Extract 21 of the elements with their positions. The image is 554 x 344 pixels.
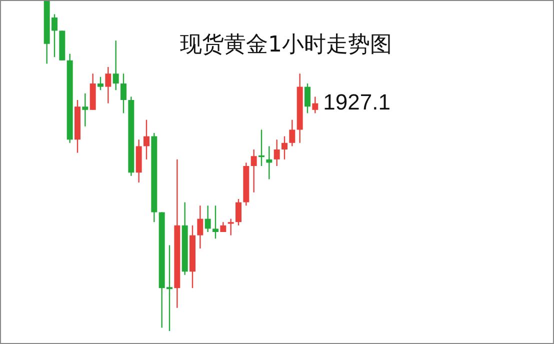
candlestick (197, 205, 204, 250)
candlestick (289, 119, 296, 147)
candlestick (98, 76, 104, 91)
candlestick (250, 148, 257, 193)
candlestick (204, 205, 211, 233)
text: 1927.1 (323, 89, 390, 114)
candlestick (258, 129, 264, 167)
candlestick (266, 146, 272, 180)
candlestick (282, 136, 288, 160)
candlestick (105, 66, 112, 104)
candlestick (312, 96, 318, 114)
text: 现货黄金1小时走势图 (180, 32, 392, 58)
candlestick (274, 139, 280, 167)
candlestick (212, 205, 218, 240)
candlestick (120, 73, 126, 114)
candlestick (236, 198, 242, 226)
candlestick (304, 82, 310, 114)
candlestick (228, 218, 234, 236)
candlestick (144, 119, 150, 160)
candlestick (82, 92, 88, 127)
candlestick (112, 40, 119, 91)
